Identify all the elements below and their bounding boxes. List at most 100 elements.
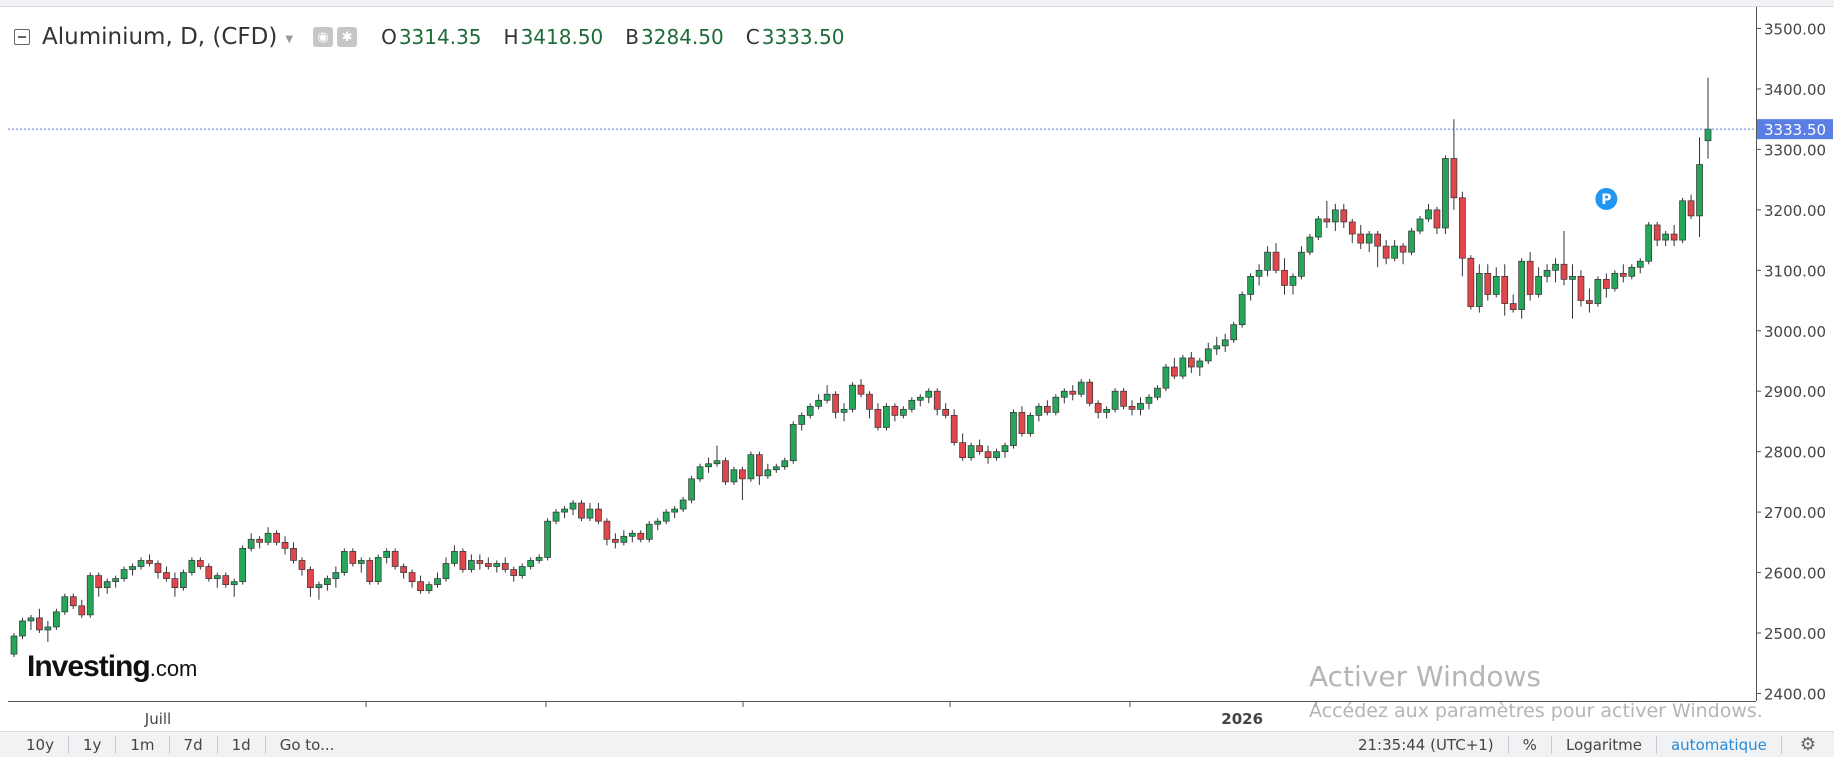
candle-body: [535, 557, 543, 561]
candle: [1357, 224, 1365, 250]
y-tick-label: 2900.00: [1764, 383, 1826, 401]
y-tick-label: 2400.00: [1764, 685, 1826, 703]
candle-body: [595, 508, 602, 522]
candle: [1696, 137, 1703, 238]
candle: [154, 560, 162, 579]
candle-body: [27, 617, 35, 622]
candle: [357, 557, 365, 573]
candle-body: [1569, 275, 1576, 280]
candle: [315, 581, 323, 600]
high-value: 3418.50: [520, 25, 604, 49]
candle-body: [264, 532, 272, 543]
candle: [1230, 321, 1238, 343]
goto-button[interactable]: Go to...: [279, 735, 335, 754]
candle: [891, 403, 899, 422]
candle: [984, 445, 992, 464]
range-1m-button[interactable]: 1m: [116, 735, 170, 754]
time-axis[interactable]: Juill 2026: [144, 701, 1317, 728]
candle-body: [603, 520, 611, 540]
eye-icon[interactable]: ◉: [313, 27, 334, 47]
candle: [857, 379, 865, 398]
candle: [713, 445, 721, 467]
range-1d-button[interactable]: 1d: [218, 735, 266, 754]
candle-body: [36, 617, 43, 631]
candle: [1475, 264, 1483, 313]
gear-icon[interactable]: ✱: [337, 27, 358, 47]
candle: [459, 548, 467, 573]
candle-body: [1111, 390, 1119, 410]
candle-body: [1315, 218, 1322, 238]
candle-body: [1518, 260, 1526, 310]
candle: [434, 572, 441, 588]
candle: [696, 463, 704, 482]
candle: [230, 578, 238, 597]
candle: [1010, 409, 1017, 449]
candle: [645, 521, 653, 543]
candle-body: [688, 478, 695, 501]
candle-body: [1204, 348, 1212, 362]
candle-body: [654, 520, 662, 525]
candle: [264, 527, 272, 546]
candle: [942, 403, 950, 419]
candle-body: [95, 575, 103, 589]
settings-gear-icon[interactable]: ⚙: [1799, 734, 1816, 755]
candle: [27, 614, 35, 630]
candle: [222, 572, 230, 588]
low-value: 3284.50: [641, 25, 724, 49]
candle: [146, 554, 153, 567]
logo-suffix: .com: [149, 656, 198, 681]
candle: [1628, 264, 1636, 280]
range-10y-button[interactable]: 10y: [0, 735, 69, 754]
candle: [849, 382, 856, 413]
candle: [764, 463, 772, 479]
auto-scale-button[interactable]: automatique: [1657, 735, 1782, 754]
candle-body: [696, 466, 704, 480]
y-tick-label: 2800.00: [1764, 444, 1826, 462]
range-1y-button[interactable]: 1y: [69, 735, 117, 754]
candle-body: [408, 572, 416, 582]
candle: [324, 575, 331, 591]
candle-body: [933, 390, 941, 410]
candle-body: [1679, 200, 1686, 241]
candle-body: [1543, 269, 1551, 277]
candle: [332, 566, 340, 588]
candle: [1374, 231, 1382, 268]
candle: [1289, 273, 1297, 295]
candle: [1543, 264, 1551, 283]
candle-body: [747, 454, 755, 480]
chevron-down-icon[interactable]: ▼: [285, 33, 294, 45]
percent-scale-button[interactable]: %: [1509, 735, 1552, 754]
log-scale-button[interactable]: Logaritme: [1552, 735, 1657, 754]
candle-body: [332, 572, 340, 579]
candle-body: [874, 408, 882, 428]
candle-body: [1535, 275, 1542, 295]
candle-body: [1145, 396, 1153, 404]
candle: [933, 388, 941, 416]
candle-body: [620, 535, 628, 543]
range-7d-button[interactable]: 7d: [170, 735, 218, 754]
collapse-icon[interactable]: [14, 29, 30, 45]
price-chart[interactable]: 2400.00 2500.00 2600.00 2700.00 2800.00 2900.…: [0, 0, 1834, 731]
candle-body: [1628, 266, 1636, 277]
candle: [1060, 388, 1068, 404]
candle-body: [78, 605, 86, 616]
candle: [1247, 273, 1254, 301]
candle: [518, 563, 526, 579]
candle-body: [383, 551, 391, 558]
candle: [1425, 203, 1432, 222]
candle-body: [476, 560, 484, 564]
candle-body: [1467, 257, 1475, 307]
candle-body: [1611, 272, 1619, 289]
symbol-title[interactable]: Aluminium, D, (CFD): [42, 24, 278, 50]
candle: [52, 608, 60, 630]
event-marker-icon[interactable]: [1595, 187, 1618, 210]
candle: [1687, 194, 1695, 219]
price-axis[interactable]: 2400.00 2500.00 2600.00 2700.00 2800.00 2900.…: [1756, 21, 1826, 704]
x-tick-label: 2026: [1221, 710, 1263, 728]
candle: [1619, 264, 1627, 283]
candle: [290, 542, 297, 564]
candle: [1484, 264, 1492, 301]
candle-body: [628, 532, 636, 537]
candle: [1035, 403, 1043, 422]
candle: [1569, 264, 1576, 319]
